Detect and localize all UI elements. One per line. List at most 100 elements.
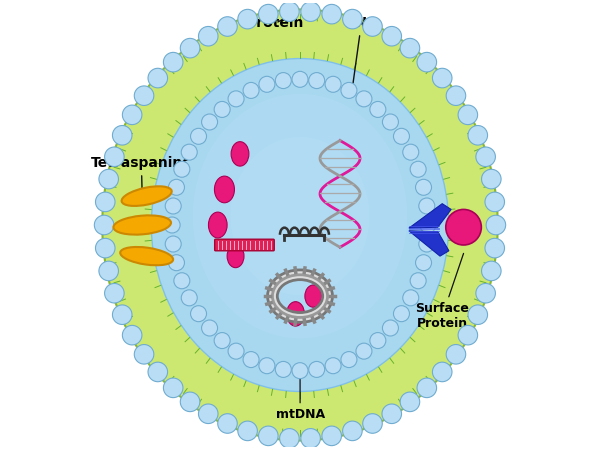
Circle shape <box>446 86 466 105</box>
Ellipse shape <box>122 186 172 206</box>
Ellipse shape <box>214 176 235 203</box>
Circle shape <box>382 114 398 130</box>
Circle shape <box>292 363 308 378</box>
Ellipse shape <box>120 247 173 265</box>
Ellipse shape <box>102 9 498 441</box>
Circle shape <box>417 52 437 72</box>
Circle shape <box>169 179 184 195</box>
Circle shape <box>356 343 372 359</box>
Circle shape <box>419 236 435 252</box>
Circle shape <box>122 325 142 345</box>
Ellipse shape <box>208 212 227 238</box>
Circle shape <box>308 72 325 89</box>
Circle shape <box>112 126 132 145</box>
Text: microRNA: microRNA <box>287 238 355 257</box>
Circle shape <box>370 101 386 117</box>
Circle shape <box>394 306 409 322</box>
Circle shape <box>403 144 419 160</box>
Ellipse shape <box>113 216 171 234</box>
Circle shape <box>416 255 431 271</box>
Circle shape <box>482 169 501 189</box>
Text: mRNA: mRNA <box>191 245 234 279</box>
Ellipse shape <box>193 94 407 338</box>
Circle shape <box>382 320 398 336</box>
Circle shape <box>228 91 244 107</box>
FancyBboxPatch shape <box>215 239 274 251</box>
Text: mtDNA: mtDNA <box>275 323 325 421</box>
Circle shape <box>218 17 237 36</box>
Circle shape <box>308 361 325 378</box>
Circle shape <box>446 209 481 245</box>
Ellipse shape <box>287 302 304 326</box>
Circle shape <box>199 404 218 423</box>
Circle shape <box>181 290 197 306</box>
Circle shape <box>259 76 275 92</box>
Ellipse shape <box>227 244 244 268</box>
Circle shape <box>325 76 341 92</box>
Circle shape <box>95 238 115 258</box>
Circle shape <box>370 333 386 349</box>
Circle shape <box>325 358 341 373</box>
Circle shape <box>275 72 292 89</box>
Circle shape <box>243 351 259 368</box>
Circle shape <box>410 161 426 177</box>
Circle shape <box>163 378 183 398</box>
Text: DNA: DNA <box>344 16 379 142</box>
Circle shape <box>419 198 435 214</box>
Circle shape <box>202 114 218 130</box>
Circle shape <box>238 421 257 441</box>
Polygon shape <box>409 204 451 228</box>
Circle shape <box>180 392 200 412</box>
Circle shape <box>476 284 496 303</box>
Circle shape <box>433 362 452 382</box>
Circle shape <box>476 147 496 166</box>
Circle shape <box>243 82 259 99</box>
Circle shape <box>95 192 115 212</box>
Circle shape <box>468 126 488 145</box>
Circle shape <box>214 333 230 349</box>
Circle shape <box>275 361 292 378</box>
Circle shape <box>301 2 320 22</box>
Circle shape <box>485 192 505 212</box>
Text: Surface
Protein: Surface Protein <box>415 253 469 330</box>
Circle shape <box>343 421 362 441</box>
Circle shape <box>322 426 341 446</box>
Circle shape <box>134 86 154 105</box>
Circle shape <box>259 358 275 373</box>
Circle shape <box>112 305 132 324</box>
Circle shape <box>148 362 167 382</box>
Circle shape <box>164 217 180 233</box>
Circle shape <box>343 9 362 29</box>
Circle shape <box>228 343 244 359</box>
Circle shape <box>174 273 190 289</box>
Text: Protein: Protein <box>247 16 304 30</box>
Circle shape <box>433 68 452 88</box>
Circle shape <box>322 4 341 24</box>
Ellipse shape <box>248 158 352 274</box>
Circle shape <box>382 404 401 423</box>
Circle shape <box>104 147 124 166</box>
Circle shape <box>280 428 299 448</box>
Circle shape <box>482 261 501 281</box>
Circle shape <box>292 72 308 87</box>
Circle shape <box>420 217 436 233</box>
Circle shape <box>94 215 114 235</box>
Circle shape <box>410 273 426 289</box>
Circle shape <box>468 305 488 324</box>
Circle shape <box>191 128 206 144</box>
Ellipse shape <box>231 142 249 166</box>
Circle shape <box>202 320 218 336</box>
Circle shape <box>169 255 184 271</box>
Circle shape <box>394 128 409 144</box>
Circle shape <box>417 378 437 398</box>
Circle shape <box>191 306 206 322</box>
Circle shape <box>416 179 431 195</box>
Circle shape <box>382 27 401 46</box>
Circle shape <box>181 144 197 160</box>
Circle shape <box>403 290 419 306</box>
Ellipse shape <box>173 75 427 358</box>
Polygon shape <box>409 231 449 256</box>
Circle shape <box>458 105 478 125</box>
Circle shape <box>259 426 278 446</box>
Ellipse shape <box>230 137 370 295</box>
